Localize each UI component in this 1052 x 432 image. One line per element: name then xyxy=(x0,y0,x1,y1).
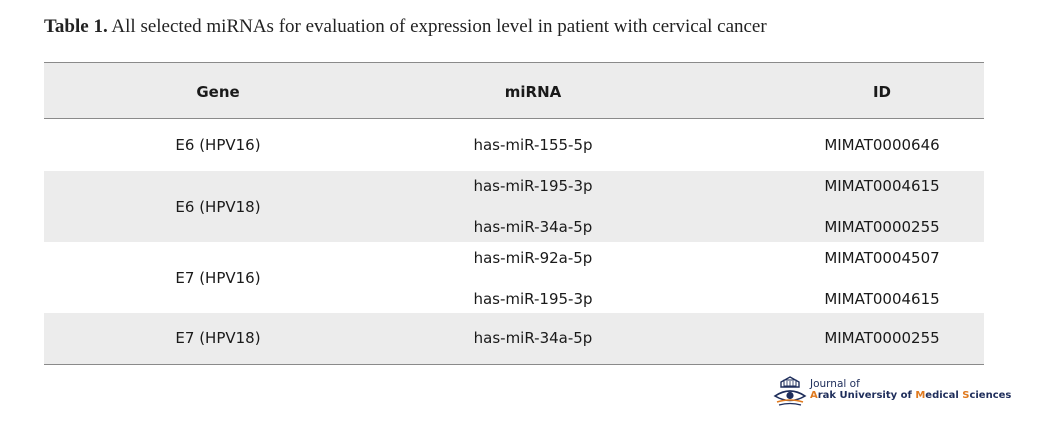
header-mirna: miRNA xyxy=(504,83,562,101)
gene-cell: E7 (HPV18) xyxy=(175,329,261,347)
caption-label: Table 1. xyxy=(44,16,108,37)
journal-initial-s: S xyxy=(962,390,970,401)
caption-text: All selected miRNAs for evaluation of ex… xyxy=(111,16,767,37)
id-cell: MIMAT0004615 xyxy=(824,177,940,195)
mirna-table: Gene miRNA ID E6 (HPV16) has-miR-155-5p … xyxy=(44,62,984,365)
id-cell: MIMAT0000255 xyxy=(824,218,940,236)
mirna-cell: has-miR-195-3p xyxy=(473,290,593,308)
journal-name-line1: Journal of xyxy=(810,378,860,390)
mirna-cell: has-miR-92a-5p xyxy=(473,249,593,267)
mirna-cell: has-miR-34a-5p xyxy=(473,329,593,347)
gene-cell: E7 (HPV16) xyxy=(175,269,261,287)
journal-name-line2: Arak University of Medical Sciences xyxy=(810,390,1011,402)
id-cell: MIMAT0000646 xyxy=(824,136,940,154)
journal-name-part: edical xyxy=(925,390,963,401)
journal-logo: Journal of Arak University of Medical Sc… xyxy=(773,375,1011,407)
mirna-cell: has-miR-34a-5p xyxy=(473,218,593,236)
mirna-cell: has-miR-155-5p xyxy=(473,136,593,154)
header-id: ID xyxy=(872,83,892,101)
journal-initial-a: A xyxy=(810,390,818,401)
journal-name-part: rak University of xyxy=(817,390,916,401)
table-group-e6-hpv18: E6 (HPV18) has-miR-195-3p MIMAT0004615 h… xyxy=(44,171,984,242)
journal-emblem-icon xyxy=(773,376,807,406)
table-header-row: Gene miRNA ID xyxy=(44,63,984,119)
id-cell: MIMAT0004507 xyxy=(824,249,940,267)
journal-name-part: ciences xyxy=(969,390,1012,401)
table-group-e6-hpv16: E6 (HPV16) has-miR-155-5p MIMAT0000646 xyxy=(44,119,984,171)
id-cell: MIMAT0000255 xyxy=(824,329,940,347)
journal-initial-m: M xyxy=(915,390,926,401)
journal-name: Journal of Arak University of Medical Sc… xyxy=(810,378,1011,402)
gene-cell: E6 (HPV18) xyxy=(175,198,261,216)
mirna-cell: has-miR-195-3p xyxy=(473,177,593,195)
gene-cell: E6 (HPV16) xyxy=(175,136,261,154)
id-cell: MIMAT0004615 xyxy=(824,290,940,308)
table-caption: Table 1. All selected miRNAs for evaluat… xyxy=(44,16,767,38)
table-group-e7-hpv16: E7 (HPV16) has-miR-92a-5p MIMAT0004507 h… xyxy=(44,242,984,313)
header-gene: Gene xyxy=(196,83,240,101)
table-group-e7-hpv18: E7 (HPV18) has-miR-34a-5p MIMAT0000255 xyxy=(44,313,984,364)
